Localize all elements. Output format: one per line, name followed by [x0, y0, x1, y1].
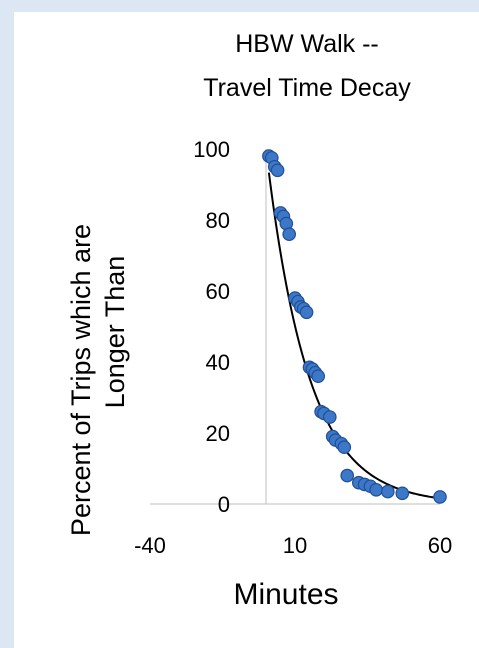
data-point: [369, 482, 383, 497]
y-tick-label: 80: [206, 208, 230, 233]
data-point: [340, 468, 354, 483]
x-tick-label: -40: [134, 533, 166, 558]
data-point: [282, 227, 296, 241]
chart-title-line-2: Travel Time Decay: [203, 74, 411, 102]
trendline-group: [267, 172, 441, 500]
chart-title-line-1: HBW Walk --: [235, 30, 379, 58]
x-tick-label: 10: [283, 533, 307, 558]
y-tick-label: 40: [206, 350, 230, 375]
data-point: [270, 163, 285, 178]
data-point: [395, 486, 410, 501]
y-tick-label: 0: [218, 492, 230, 517]
y-tick-label: 60: [206, 279, 230, 304]
y-tick-label: 20: [206, 421, 230, 446]
chart-panel: HBW Walk -- Travel Time Decay 0 20 40 60 80 1…: [14, 12, 479, 648]
tick-labels: 0 20 40 60 80 100 -40 10 60: [134, 137, 452, 558]
data-point: [337, 440, 352, 454]
data-point: [433, 490, 447, 504]
data-point: [322, 410, 337, 424]
y-axis-label-line-2: Longer Than: [100, 256, 130, 409]
decay-chart: HBW Walk -- Travel Time Decay 0 20 40 60 80 1…: [66, 30, 452, 611]
data-points: [262, 149, 447, 504]
x-axis-label: Minutes: [233, 578, 338, 611]
data-point: [311, 369, 325, 383]
trendline: [267, 172, 441, 500]
y-tick-label: 100: [193, 137, 230, 162]
y-axis-label-line-1: Percent of Trips which are: [66, 224, 96, 536]
axes: [150, 149, 440, 505]
x-tick-label: 60: [428, 533, 452, 558]
data-point: [299, 305, 314, 320]
data-point: [380, 484, 395, 499]
